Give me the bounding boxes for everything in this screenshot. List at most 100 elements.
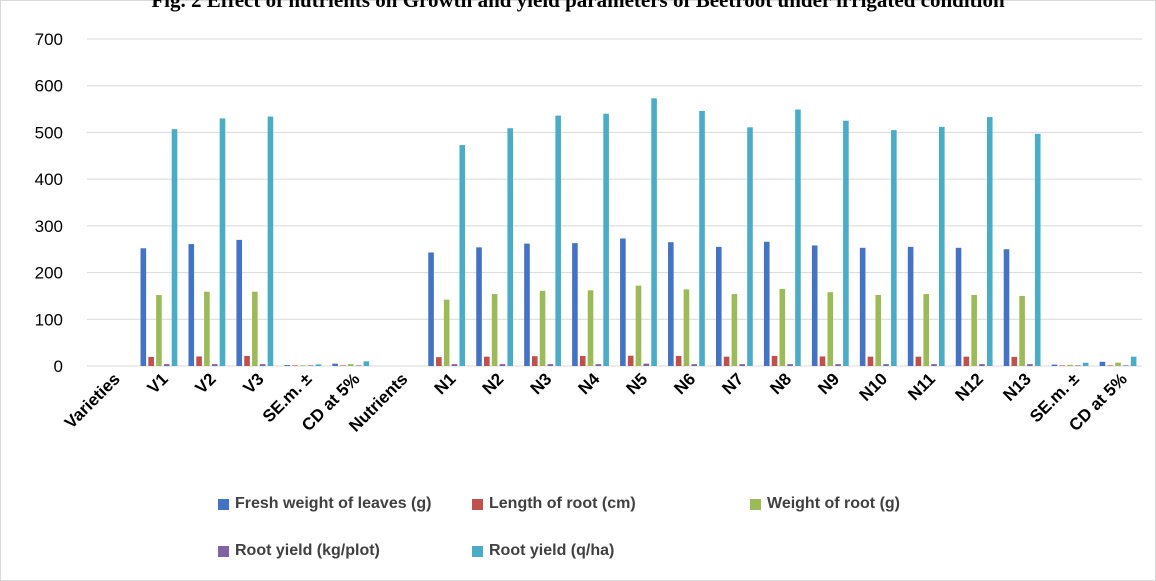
bar (236, 239, 243, 366)
x-tick-label: N5 (623, 369, 652, 398)
bar (915, 356, 922, 366)
bar (683, 289, 690, 366)
x-tick-label: N8 (766, 369, 795, 398)
x-tick-label: N4 (575, 369, 604, 398)
bar (555, 115, 561, 367)
x-tick-label: N7 (718, 369, 747, 398)
x-tick-label: N13 (999, 369, 1034, 404)
bar (1027, 364, 1033, 366)
bar (986, 117, 993, 367)
bar (459, 145, 466, 366)
x-tick-label: V1 (144, 369, 172, 397)
bar (1075, 365, 1081, 366)
bar (651, 98, 657, 366)
bar (340, 365, 346, 366)
x-tick-label: Varieties (61, 369, 124, 432)
x-tick-label: N6 (670, 369, 699, 398)
bar (779, 288, 786, 366)
bar (843, 120, 849, 366)
bar (315, 364, 322, 366)
y-tick-label: 500 (35, 123, 63, 142)
bar (451, 364, 458, 366)
bar (572, 243, 578, 366)
bar (347, 364, 354, 366)
bar (891, 130, 897, 366)
bar (355, 365, 362, 366)
y-tick-label: 400 (35, 170, 63, 189)
bar (443, 299, 450, 366)
bar (1067, 364, 1073, 366)
bar (539, 290, 546, 366)
bar (428, 252, 434, 366)
bar (675, 355, 682, 366)
bar (763, 241, 770, 366)
bar (635, 285, 642, 366)
x-tick-label: V2 (192, 369, 220, 397)
bar (668, 242, 674, 366)
bar (476, 247, 482, 366)
bar (1019, 295, 1025, 366)
bar (267, 116, 274, 366)
bar (627, 355, 634, 366)
bar (284, 365, 290, 366)
bar (811, 245, 818, 366)
x-tick-label: N3 (527, 369, 556, 398)
bar (524, 243, 530, 366)
bar (484, 356, 490, 366)
bar (188, 244, 195, 366)
bar (827, 292, 834, 366)
bar (931, 364, 937, 366)
bar (835, 364, 841, 366)
bar (219, 118, 226, 367)
bar (1115, 362, 1121, 366)
bar (771, 355, 778, 366)
bar (963, 356, 970, 366)
bar (1107, 365, 1114, 366)
bar (1059, 365, 1066, 366)
bar (1130, 356, 1137, 366)
bar (1123, 365, 1129, 366)
bar (971, 294, 977, 366)
x-tick-label: N10 (856, 369, 891, 404)
bar (620, 238, 626, 366)
bar (171, 129, 178, 366)
bar (140, 248, 147, 366)
bar (579, 355, 586, 366)
bar (292, 365, 298, 366)
bar (939, 126, 945, 366)
bar (1051, 364, 1058, 366)
bar (603, 113, 609, 366)
bar (244, 355, 250, 366)
bar (259, 364, 266, 366)
y-tick-label: 0 (54, 357, 63, 376)
bar (731, 294, 738, 366)
bar (907, 246, 914, 366)
bar (1099, 361, 1106, 366)
chart-title: Fig. 2 Effect of nutrients on Growth and… (151, 0, 1005, 12)
y-tick-label: 300 (35, 217, 63, 236)
y-tick-label: 200 (35, 264, 63, 283)
bar (299, 365, 306, 366)
bar (699, 110, 705, 366)
bar (723, 356, 730, 366)
bar (587, 290, 594, 366)
bar (252, 291, 258, 366)
bar (883, 364, 889, 366)
x-tick-label: N1 (431, 369, 460, 398)
bar (196, 356, 202, 366)
bar (787, 364, 793, 366)
bar (491, 294, 498, 366)
bar (979, 364, 985, 366)
bar (156, 294, 162, 366)
bar (595, 364, 602, 366)
bar (211, 364, 218, 366)
bar (955, 247, 962, 366)
x-tick-label: N9 (814, 369, 843, 398)
y-tick-label: 600 (35, 77, 63, 96)
bar (739, 364, 745, 366)
bar (148, 356, 154, 366)
bar (507, 128, 514, 366)
bar (363, 361, 370, 366)
bar (499, 364, 506, 366)
